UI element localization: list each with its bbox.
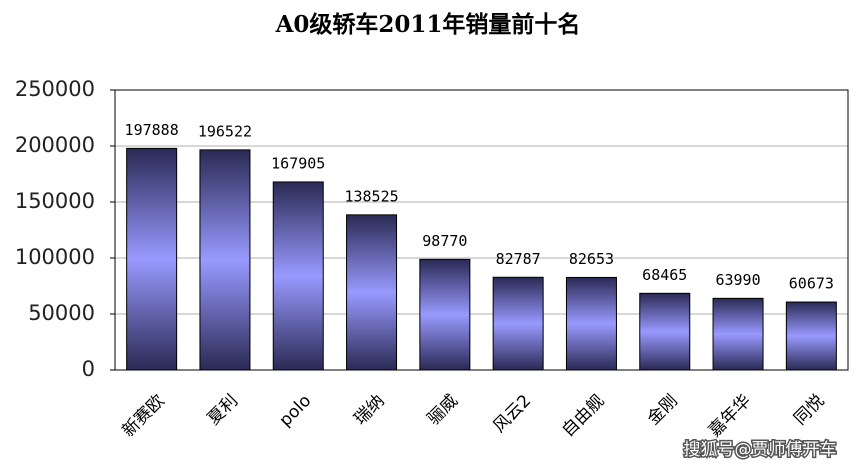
x-tick-label: 同悦 (790, 391, 828, 429)
x-tick-label: polo (275, 391, 315, 431)
bar (712, 297, 764, 371)
bar (346, 214, 398, 371)
x-tick-label: 新赛欧 (118, 390, 169, 441)
y-tick-label: 0 (82, 357, 95, 381)
x-tick-label: 风云2 (489, 391, 535, 437)
x-tick-label: 自由舰 (558, 391, 608, 441)
bar (272, 181, 324, 371)
bar (419, 258, 471, 371)
x-tick-label: 瑞纳 (350, 391, 388, 429)
y-tick-label: 150000 (15, 189, 95, 213)
plot-frame (114, 89, 849, 371)
value-label: 82787 (496, 250, 541, 268)
value-label: 68465 (642, 266, 687, 284)
value-label: 98770 (422, 232, 467, 250)
y-tick-label: 250000 (15, 77, 95, 101)
value-label: 138525 (344, 187, 398, 205)
chart-title: A0级轿车2011年销量前十名 (275, 11, 581, 38)
x-tick-label: 骊威 (424, 391, 462, 429)
value-label: 63990 (715, 271, 760, 289)
y-tick-label: 100000 (15, 245, 95, 269)
bar (639, 292, 691, 371)
y-tick-label: 200000 (15, 133, 95, 157)
value-label: 197888 (125, 121, 179, 139)
bar (126, 147, 178, 371)
bar (785, 301, 837, 371)
bar (565, 276, 617, 371)
value-label: 196522 (198, 122, 252, 140)
bar (492, 276, 544, 371)
value-label: 82653 (569, 250, 614, 268)
x-tick-label: 金刚 (644, 391, 682, 429)
x-tick-label: 嘉年华 (705, 391, 755, 441)
y-tick-label: 50000 (28, 301, 95, 325)
watermark: 搜狐号@贾师傅开车 (684, 440, 837, 460)
bar (199, 149, 251, 371)
value-label: 167905 (271, 154, 325, 172)
value-label: 60673 (789, 275, 834, 293)
x-tick-label: 夏利 (204, 391, 242, 429)
